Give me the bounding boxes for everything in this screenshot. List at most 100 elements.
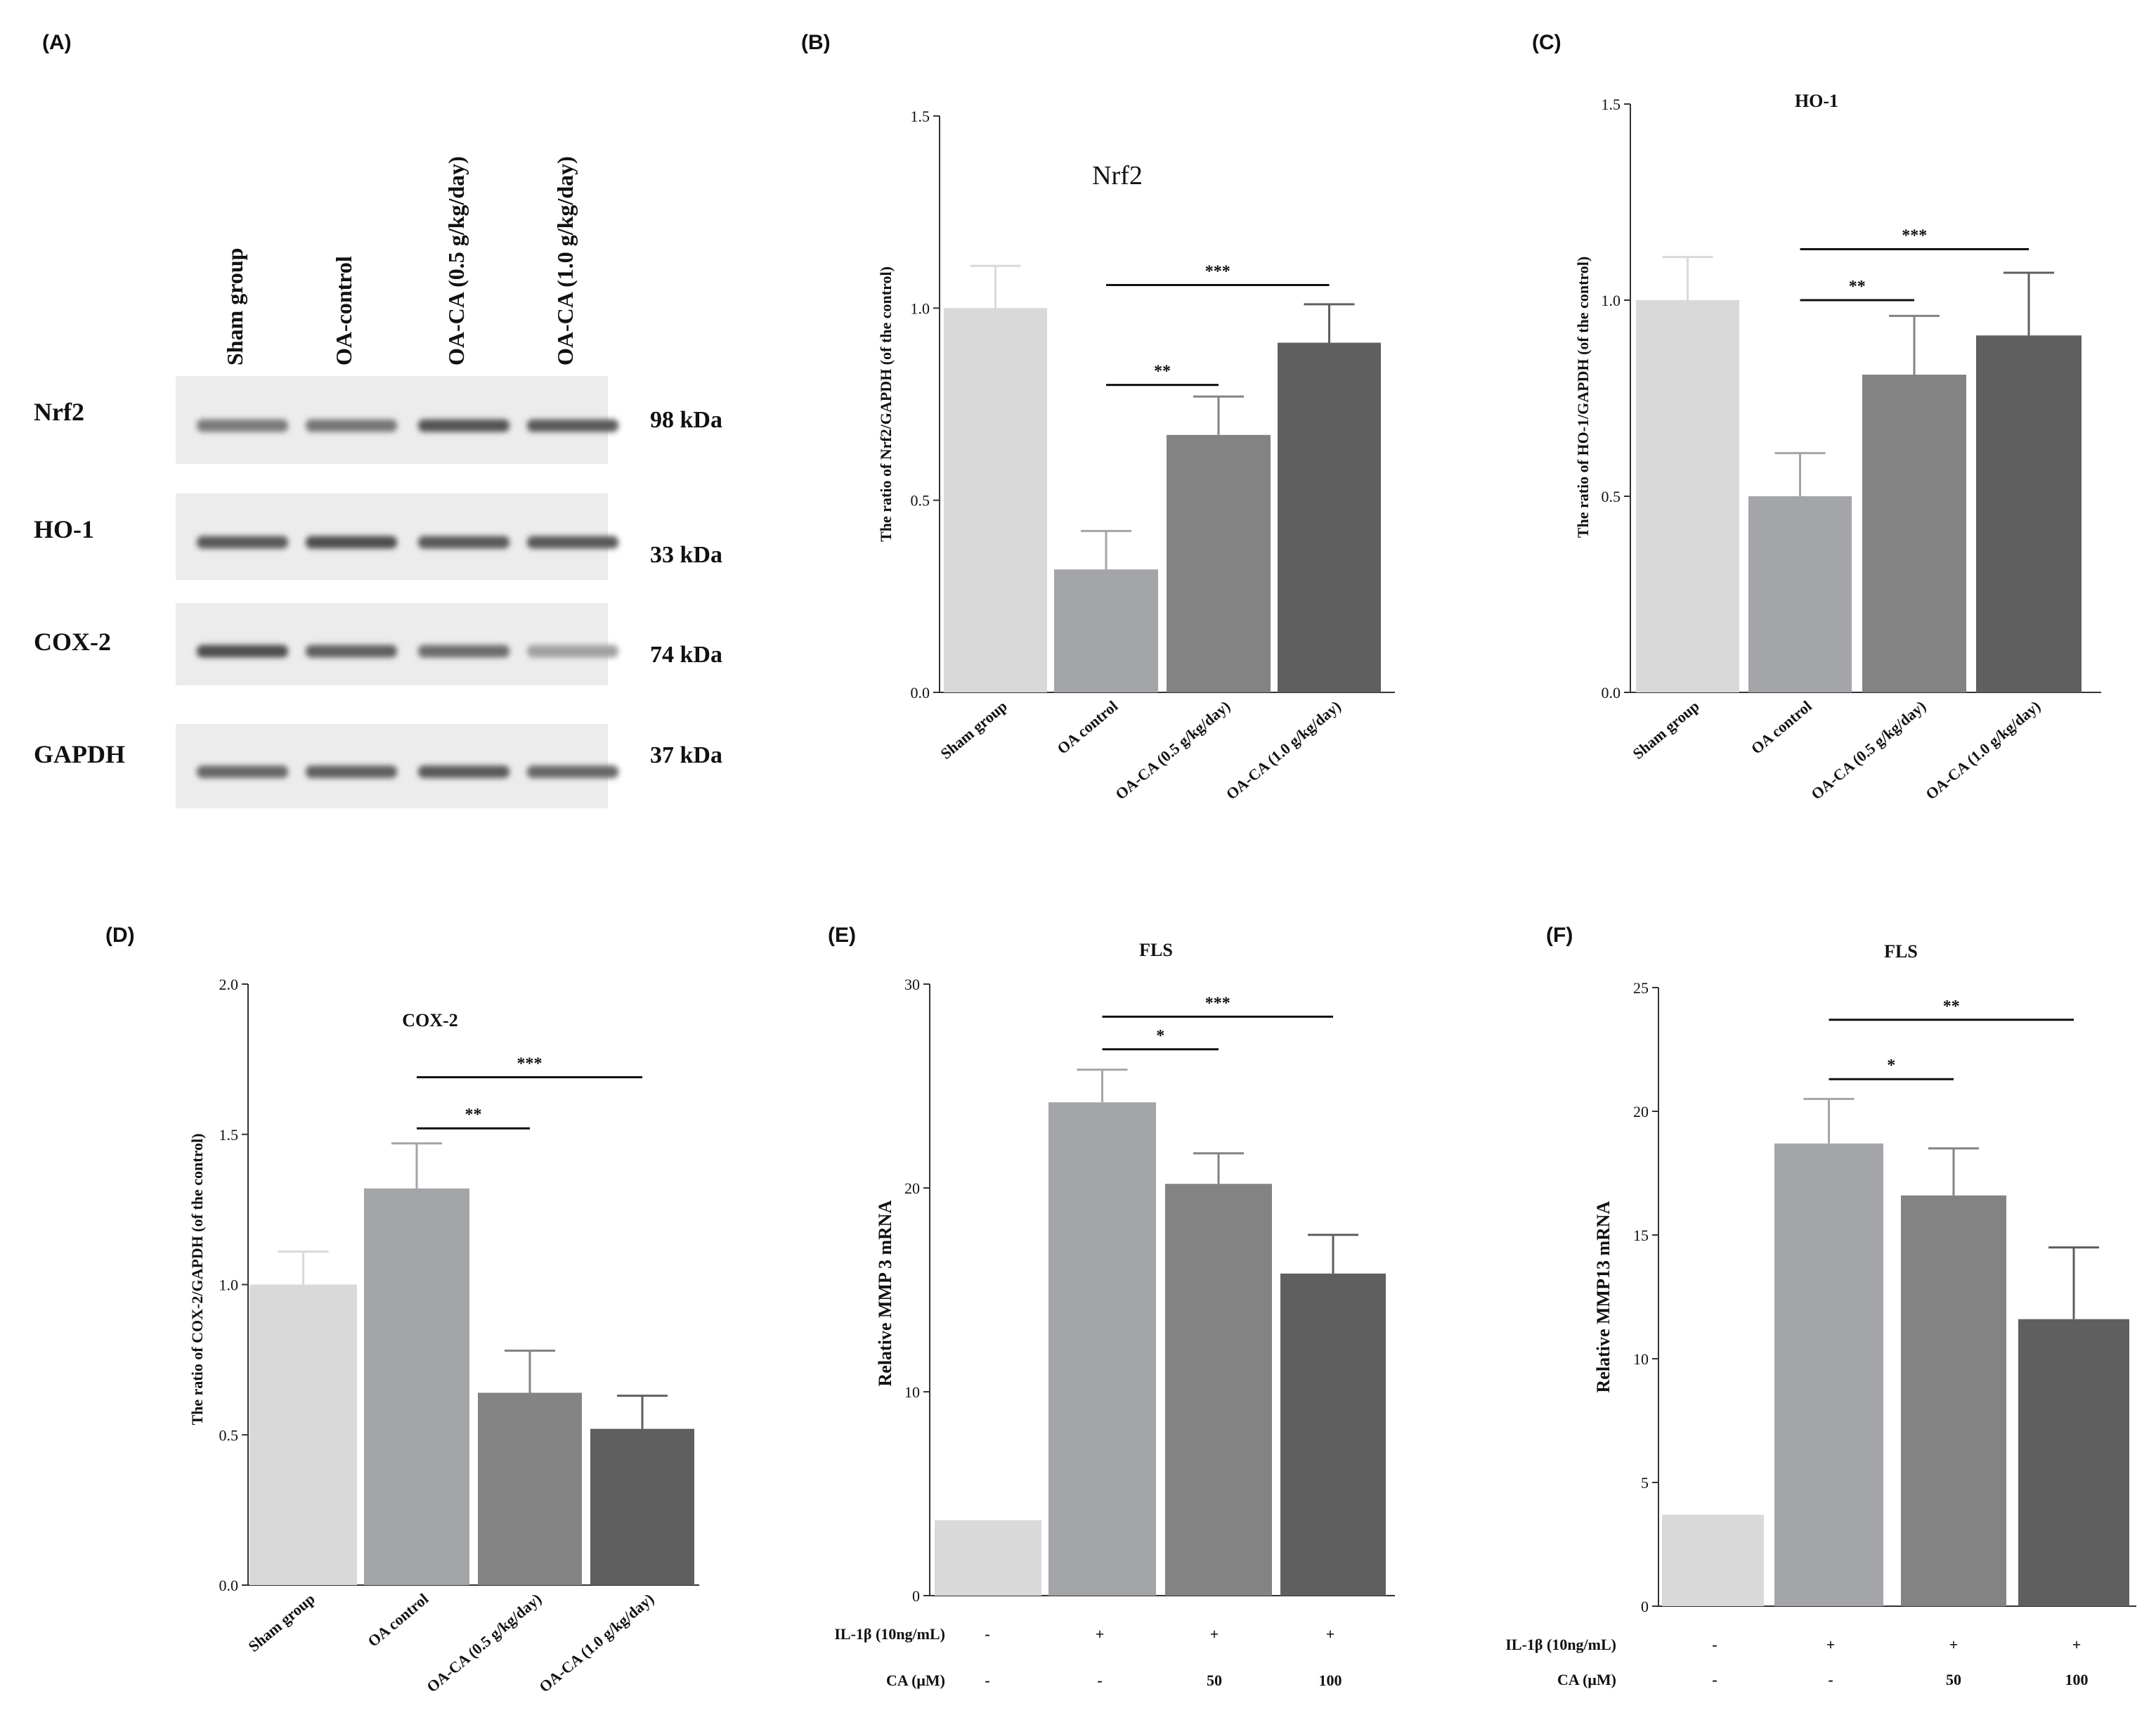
bar: [1636, 300, 1739, 692]
significance-label: ***: [517, 1055, 543, 1073]
blot-band: [197, 536, 288, 549]
blot-band: [197, 765, 288, 778]
bar: [1167, 434, 1271, 692]
blot-strip: [176, 603, 608, 685]
x-category-label: OA-CA (0.5 g/kg/day): [423, 1590, 545, 1696]
significance-label: *: [1887, 1056, 1895, 1075]
bar: [1662, 1514, 1764, 1606]
x-category-label: OA-CA (1.0 g/kg/day): [535, 1590, 657, 1696]
y-tick-label: 0.0: [911, 684, 930, 702]
chart-panel-c: (C) HO-1 0.0 0.5 1.0 1.5 The ratio of HO-1/G…: [1532, 31, 2101, 803]
y-axis-label: The ratio of HO-1/GAPDH (of the control): [1574, 257, 1592, 538]
bar: [1748, 496, 1852, 692]
treatment-row-label: CA (μM): [1557, 1671, 1616, 1688]
blot-band: [197, 645, 288, 658]
y-tick-label: 20: [1633, 1103, 1649, 1120]
blot-band: [306, 765, 397, 778]
blot-lane-label: OA-control: [331, 256, 356, 366]
panel-label-a: (A): [42, 31, 72, 54]
bar: [478, 1392, 582, 1585]
bar: [1280, 1273, 1386, 1596]
treatment-mark: -: [1712, 1671, 1717, 1688]
blot-kda-label: 74 kDa: [650, 642, 722, 668]
chart-title-f: FLS: [1884, 941, 1918, 962]
chart-panel-d: (D) COX-2 0.0 0.5 1.0 1.5 2.0 The ratio of CO…: [105, 924, 699, 1695]
bar: [249, 1284, 357, 1585]
blot-band: [418, 645, 509, 658]
blot-band: [418, 765, 509, 778]
chart-title-c: HO-1: [1795, 91, 1838, 111]
bar: [2018, 1319, 2129, 1606]
panel-label-f: (F): [1546, 924, 1573, 947]
blot-protein-label: COX-2: [34, 628, 111, 656]
blot-protein-label: Nrf2: [34, 398, 84, 426]
x-category-label: OA control: [1748, 697, 1815, 758]
significance-label: *: [1156, 1027, 1164, 1045]
y-axis-label: The ratio of Nrf2/GAPDH (of the control): [877, 266, 895, 542]
y-tick-label: 10: [1633, 1350, 1649, 1368]
blot-band: [197, 419, 288, 432]
bar: [1165, 1184, 1272, 1596]
treatment-row-label: IL-1β (10ng/mL): [834, 1625, 945, 1643]
panel-label-d: (D): [105, 924, 135, 947]
chart-title-d: COX-2: [402, 1010, 457, 1030]
treatment-mark: +: [1210, 1625, 1219, 1643]
significance-label: **: [1154, 363, 1171, 381]
treatment-mark: 50: [1946, 1671, 1961, 1688]
y-tick-label: 1.5: [911, 108, 930, 125]
treatment-mark: -: [985, 1625, 989, 1643]
y-tick-label: 0.5: [911, 492, 930, 510]
treatment-mark: +: [2072, 1636, 2082, 1653]
bar: [1054, 569, 1158, 692]
blot-band: [418, 536, 509, 549]
blot-lane-label: OA-CA (0.5 g/kg/day): [443, 156, 469, 366]
significance-label: ***: [1902, 226, 1927, 245]
y-tick-label: 2.0: [219, 976, 239, 993]
bar: [1048, 1102, 1156, 1596]
blot-band: [527, 419, 618, 432]
y-tick-label: 0.5: [219, 1426, 239, 1444]
significance-label: **: [1849, 278, 1866, 296]
y-tick-label: 5: [1641, 1474, 1649, 1492]
y-tick-label: 0: [912, 1587, 920, 1605]
blot-lane-label: Sham group: [222, 248, 247, 366]
treatment-mark: 100: [1319, 1672, 1342, 1689]
bar: [1862, 375, 1966, 692]
x-category-label: Sham group: [1629, 697, 1702, 763]
significance-label: **: [1943, 997, 1960, 1016]
y-tick-label: 25: [1633, 979, 1649, 997]
treatment-row-label: CA (μM): [886, 1672, 945, 1689]
treatment-mark: +: [1326, 1625, 1335, 1643]
bar: [1901, 1195, 2006, 1606]
y-tick-label: 1.5: [219, 1126, 239, 1144]
chart-title-e: FLS: [1139, 940, 1173, 960]
treatment-mark: -: [985, 1672, 989, 1689]
blot-kda-label: 37 kDa: [650, 742, 722, 768]
y-tick-label: 0.0: [1602, 684, 1621, 702]
treatment-mark: -: [1097, 1672, 1102, 1689]
blot-band: [306, 419, 397, 432]
significance-label: **: [465, 1106, 482, 1124]
y-tick-label: 0.0: [219, 1577, 239, 1594]
x-category-label: OA control: [1053, 697, 1121, 758]
bar: [935, 1520, 1041, 1596]
y-tick-label: 15: [1633, 1227, 1649, 1244]
treatment-row-label: IL-1β (10ng/mL): [1505, 1636, 1616, 1653]
y-tick-label: 1.0: [911, 299, 930, 317]
blot-band: [418, 419, 509, 432]
bar: [1774, 1143, 1883, 1606]
treatment-mark: 100: [2065, 1671, 2089, 1688]
significance-label: ***: [1205, 263, 1230, 281]
x-category-label: Sham group: [937, 697, 1010, 763]
y-tick-label: 0: [1641, 1598, 1649, 1615]
y-tick-label: 1.5: [1602, 96, 1621, 113]
blot-band: [527, 765, 618, 778]
treatment-mark: -: [1828, 1671, 1833, 1688]
y-tick-label: 1.0: [219, 1277, 239, 1294]
y-axis-label: Relative MMP 3 mRNA: [875, 1200, 895, 1386]
blot-kda-label: 98 kDa: [650, 407, 722, 433]
y-axis-label: Relative MMP13 mRNA: [1593, 1201, 1613, 1392]
blot-band: [527, 645, 618, 658]
